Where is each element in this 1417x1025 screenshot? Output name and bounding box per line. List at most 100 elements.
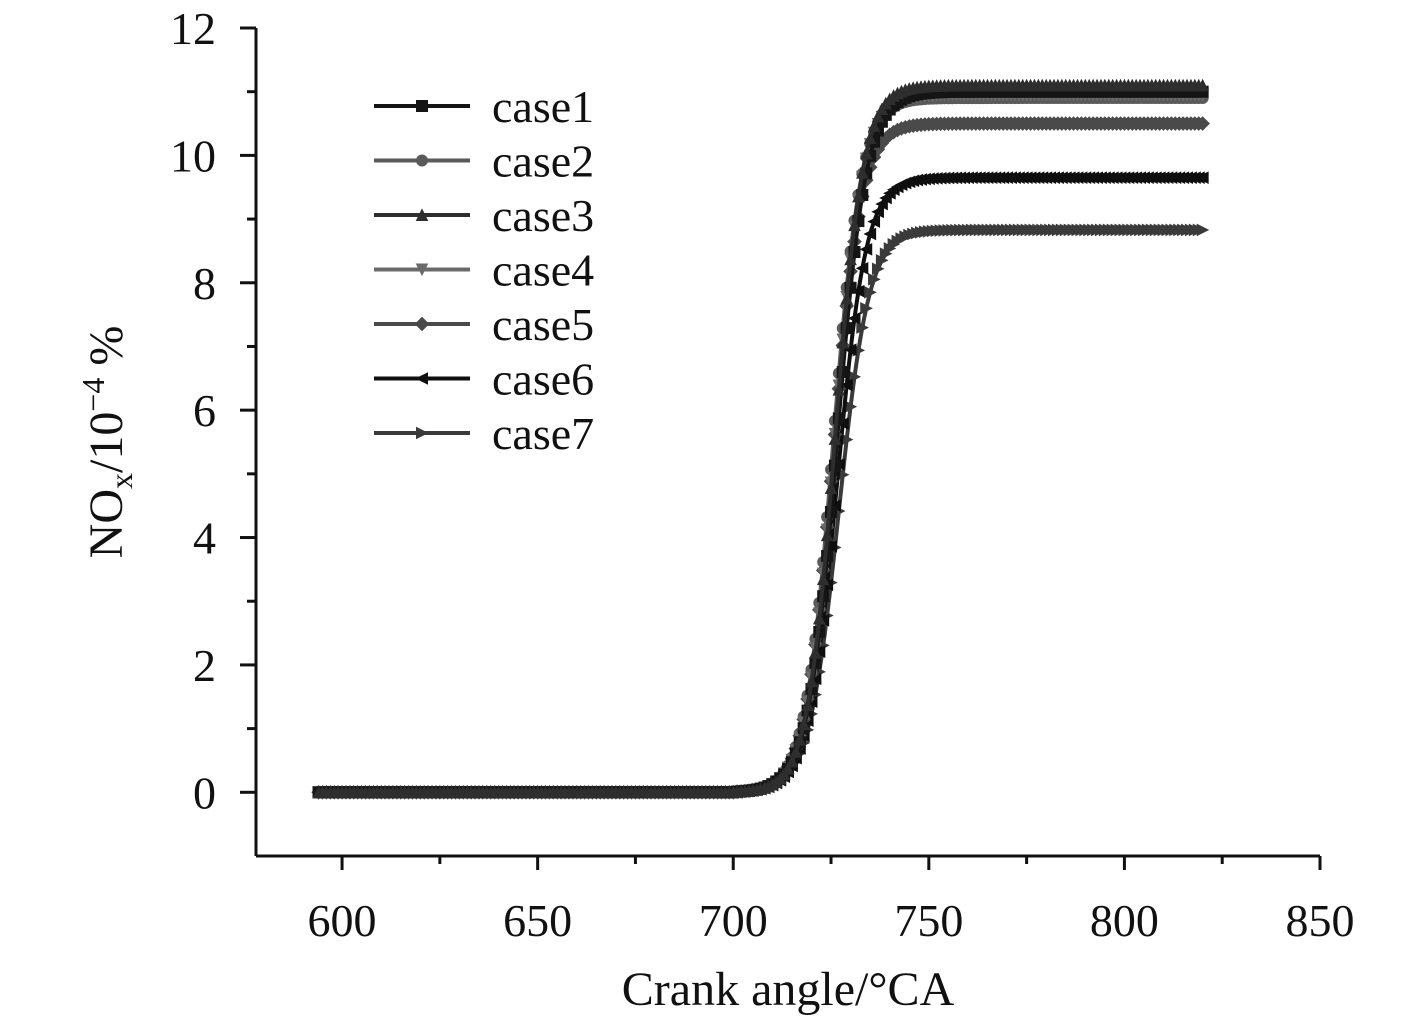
data-point: [859, 146, 873, 160]
axes: [254, 28, 1320, 858]
series-case1: [312, 85, 1209, 799]
data-point: [801, 698, 814, 712]
data-point: [824, 540, 838, 553]
series-case6: [311, 171, 1209, 799]
data-point: [840, 291, 853, 305]
data-point: [1196, 78, 1209, 92]
legend-label: case5: [492, 299, 594, 350]
legend-label: case4: [492, 245, 594, 296]
legend-marker: [415, 208, 429, 221]
y-axis-title-main: NO: [80, 489, 133, 558]
y-tick-label: 2: [193, 640, 216, 691]
data-point: [820, 528, 834, 542]
data-point: [840, 378, 853, 392]
legend-label: case1: [492, 81, 594, 132]
data-point: [824, 481, 838, 494]
y-tick-label: 6: [193, 385, 216, 436]
data-point: [809, 645, 822, 659]
legend-item: case3: [374, 190, 594, 241]
data-point: [812, 611, 826, 625]
data-point: [1196, 223, 1210, 237]
data-point: [1196, 171, 1209, 184]
data-point: [859, 243, 873, 256]
data-point: [871, 205, 884, 219]
legend-label: case6: [492, 354, 594, 405]
x-tick-label: 750: [894, 895, 963, 946]
y-tick-label: 8: [193, 258, 216, 309]
y-axis-title-unit: /10: [80, 412, 133, 473]
data-point: [840, 322, 853, 335]
data-point: [836, 335, 850, 349]
data-point: [867, 215, 881, 228]
data-point: [875, 197, 888, 211]
series-case3: [312, 78, 1209, 799]
data-point: [868, 273, 881, 286]
data-point: [867, 119, 881, 132]
data-point: [856, 321, 869, 334]
series-case4: [312, 88, 1209, 799]
legend-item: case7: [374, 408, 594, 459]
y-axis-title-exp: −4: [75, 378, 111, 412]
legend-item: case1: [374, 81, 594, 132]
x-tick-label: 800: [1090, 895, 1159, 946]
legend-label: case7: [492, 408, 594, 459]
data-point: [863, 131, 877, 144]
legend-marker: [415, 263, 429, 277]
x-tick-label: 600: [308, 895, 377, 946]
y-ticks: 0 2 4 6 8 10 12: [170, 3, 256, 818]
data-point: [855, 261, 869, 275]
series-line-case2: [318, 96, 1203, 795]
legend-item: case2: [374, 136, 594, 187]
data-point: [785, 754, 799, 768]
data-point: [797, 717, 810, 731]
y-tick-label: 12: [170, 3, 216, 54]
data-point: [844, 252, 857, 266]
series-group: [311, 78, 1210, 800]
series-case2: [312, 92, 1209, 799]
legend-marker: [416, 426, 429, 440]
data-point: [852, 189, 865, 203]
y-axis-title-sub: x: [103, 473, 139, 489]
legend-item: case6: [374, 354, 594, 405]
data-point: [871, 262, 885, 276]
legend-marker: [414, 316, 430, 332]
data-point: [848, 246, 861, 259]
series-line-case4: [318, 92, 1203, 795]
data-point: [860, 302, 873, 315]
data-point: [863, 227, 877, 241]
data-point: [836, 366, 849, 379]
data-point: [848, 218, 861, 232]
series-line-case3: [318, 83, 1203, 795]
legend-label: case2: [492, 136, 594, 187]
legend-item: case5: [374, 299, 594, 350]
data-point: [856, 165, 869, 179]
y-tick-label: 10: [170, 130, 216, 181]
data-point: [843, 343, 857, 357]
data-point: [851, 284, 865, 298]
x-tick-label: 700: [699, 895, 768, 946]
x-tick-label: 650: [503, 895, 572, 946]
x-axis-title: Crank angle/°CA: [622, 963, 955, 1016]
legend-marker: [415, 372, 428, 385]
series-line-case7: [318, 227, 1203, 795]
legend-marker: [416, 100, 428, 112]
data-point: [832, 383, 846, 396]
legend-item: case4: [374, 245, 594, 296]
series-line-case5: [318, 121, 1203, 795]
data-point: [864, 286, 877, 299]
y-tick-label: 4: [193, 513, 216, 564]
legend-label: case3: [492, 190, 594, 241]
series-line-case1: [318, 89, 1203, 795]
data-point: [871, 109, 885, 123]
data-point: [828, 432, 842, 445]
x-tick-label: 850: [1286, 895, 1355, 946]
legend-marker: [416, 154, 428, 167]
data-point: [847, 312, 861, 325]
data-point: [789, 745, 803, 758]
y-axis-title: NOx/10−4 %: [75, 326, 139, 559]
data-point: [793, 733, 807, 746]
data-point: [816, 572, 830, 586]
data-point: [805, 674, 818, 688]
